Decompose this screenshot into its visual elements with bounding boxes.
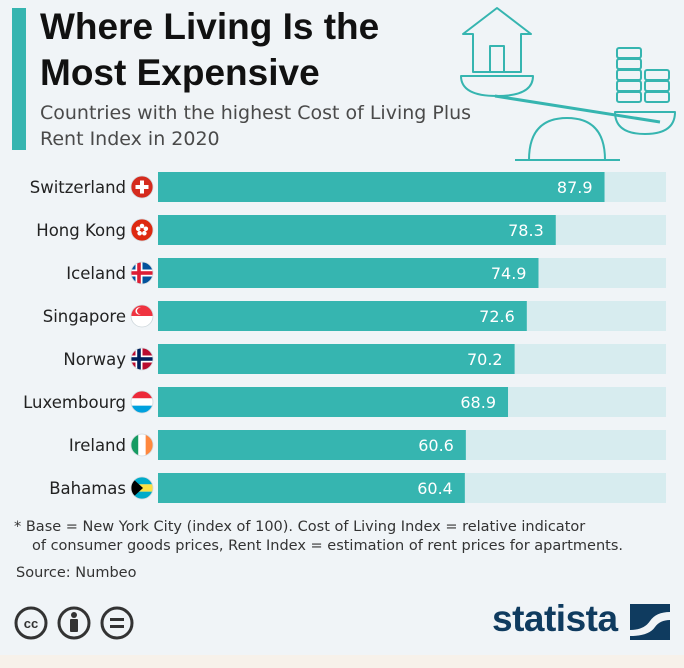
attribution-icon[interactable] (57, 606, 91, 640)
bar (158, 430, 466, 460)
bar-value-label: 78.3 (508, 221, 544, 240)
statista-logo-icon (630, 604, 670, 640)
bar-row: 78.3 Hong Kong (36, 215, 666, 245)
category-label: Ireland (69, 436, 126, 455)
category-label: Norway (63, 350, 126, 369)
norway-flag-icon (131, 348, 153, 370)
bar-value-label: 60.4 (417, 479, 453, 498)
source-text: Source: Numbeo (16, 565, 137, 581)
category-label: Switzerland (30, 178, 126, 197)
no-derivatives-icon[interactable] (100, 606, 134, 640)
switzerland-flag-icon (131, 176, 153, 198)
bar (158, 172, 605, 202)
ireland-flag-icon (131, 434, 153, 456)
chart-subtitle: Countries with the highest Cost of Livin… (40, 102, 472, 150)
footnote-line-2: of consumer goods prices, Rent Index = e… (32, 538, 623, 554)
bar-value-label: 87.9 (557, 178, 593, 197)
iceland-flag-icon (131, 262, 153, 284)
bar-row: 60.4 Bahamas (49, 473, 666, 503)
bar-row: 70.2 Norway (63, 344, 666, 374)
category-label: Luxembourg (23, 393, 126, 412)
category-label: Singapore (43, 307, 126, 326)
bar-value-label: 74.9 (491, 264, 527, 283)
singapore-flag-icon (131, 305, 153, 327)
bottom-strip (0, 655, 684, 668)
bar (158, 473, 465, 503)
svg-text:cc: cc (24, 616, 38, 631)
bar (158, 344, 515, 374)
brand-name: statista (492, 598, 618, 639)
license-icons: cc (14, 606, 134, 640)
bar-value-label: 68.9 (460, 393, 496, 412)
bar (158, 215, 556, 245)
bar-row: 72.6 Singapore (43, 301, 666, 331)
footnote-line-1: * Base = New York City (index of 100). C… (14, 519, 586, 535)
luxembourg-flag-icon (131, 391, 153, 413)
footnote: * Base = New York City (index of 100). C… (14, 518, 684, 556)
hong-kong-flag-icon (131, 219, 153, 241)
bar (158, 258, 539, 288)
bar-row: 68.9 Luxembourg (23, 387, 666, 417)
category-label: Iceland (66, 264, 126, 283)
creative-commons-icon[interactable]: cc (14, 606, 48, 640)
category-label: Bahamas (49, 479, 126, 498)
bar-value-label: 70.2 (467, 350, 503, 369)
bar-row: 87.9 Switzerland (30, 172, 666, 202)
chart-title: Where Living Is the Most Expensive (40, 6, 380, 93)
title-accent-bar (12, 8, 26, 150)
bar-row: 60.6 Ireland (69, 430, 666, 460)
bahamas-flag-icon (131, 477, 153, 499)
house-scale-icon (460, 7, 676, 161)
category-label: Hong Kong (36, 221, 126, 240)
bar-value-label: 72.6 (479, 307, 515, 326)
bar-value-label: 60.6 (418, 436, 454, 455)
bar (158, 387, 509, 417)
bar (158, 301, 527, 331)
bar-row: 74.9 Iceland (66, 258, 666, 288)
